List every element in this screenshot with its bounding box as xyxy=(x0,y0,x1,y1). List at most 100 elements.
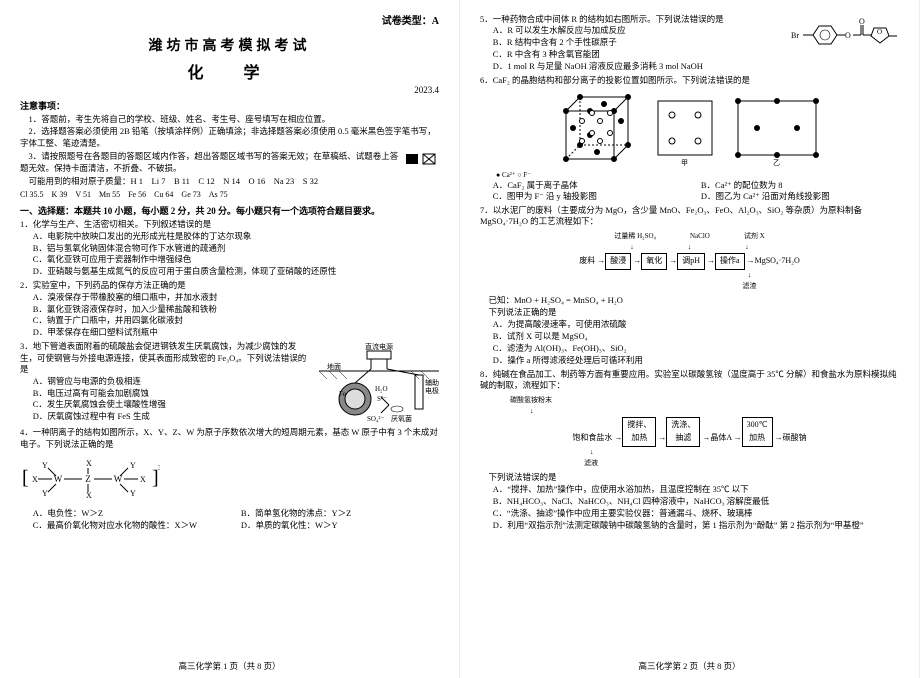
q2-opt: B．氯化亚铁溶液保存时，加入少量稀盐酸和铁粉 xyxy=(33,304,439,316)
q1-stem: 1．化学与生产、生活密切相关。下列叙述错误的是 xyxy=(20,219,439,230)
svg-text:X: X xyxy=(140,475,146,484)
svg-text:W: W xyxy=(114,474,123,484)
svg-text:Z: Z xyxy=(85,474,91,484)
page-footer: 高三化学第 1 页（共 8 页） xyxy=(0,660,459,672)
q6-opt: C．图甲为 F⁻ 沿 y 轴投影图 xyxy=(493,191,691,202)
q1-opt: B．铝与氢氧化钠固体混合物可作下水管道的疏通剂 xyxy=(33,243,439,255)
exam-title: 潍坊市高考模拟考试 xyxy=(20,35,439,55)
notice-head: 注意事项： xyxy=(20,99,439,112)
fig3-label: 直流电源 xyxy=(365,342,393,351)
q8-flow: 碳酸氢铵粉末 ↓ 饱和食盐水 →搅拌、 加热 →洗涤、 抽滤 →晶体A →300… xyxy=(480,395,899,469)
q8-opt: A．“搅拌、加热”操作中，应使用水浴加热，且温度控制在 35℃ 以下 xyxy=(493,484,899,496)
q1-opt: D．亚硝酸与氨基生成氮气的反应可用于蛋白质含量检测，体现了亚硝酸的还原性 xyxy=(33,266,439,278)
q6-opt: B．Ca²⁺ 的配位数为 8 xyxy=(701,180,899,191)
caption-yi: 乙 xyxy=(732,159,822,168)
q4-opt: D．单质的氧化性：W＞Y xyxy=(241,520,439,531)
q4-opt: A．电负性：W＞Z xyxy=(33,508,231,519)
q6-unitcell xyxy=(558,91,638,169)
q7-opt: B．试剂 X 可以是 MgSO₄ xyxy=(493,331,899,343)
svg-text:Y: Y xyxy=(42,461,48,470)
q8-opt: B．NH₄HCO₃、NaCl、NaHCO₃、NH₄Cl 四种溶液中，NaHCO₃… xyxy=(493,496,899,508)
q5: 5．一种药物合成中间体 R 的结构如右图所示。下列说法错误的是 A．R 可以发生… xyxy=(480,14,899,73)
q6-opt: A．CaF₂ 属于离子晶体 xyxy=(493,180,691,191)
svg-text:O: O xyxy=(877,28,882,36)
q6-legend: ● Ca²⁺ ○ F⁻ xyxy=(496,171,899,180)
page-footer: 高三化学第 2 页（共 8 页） xyxy=(460,660,919,672)
fig3-label: 厌氧菌 xyxy=(391,414,412,423)
svg-text:Y: Y xyxy=(130,489,136,498)
q3-opt: D．厌氧腐蚀过程中有 FeS 生成 xyxy=(33,411,313,423)
notice-line: 1．答题前，考生先将自己的学校、班级、姓名、考生号、座号填写在相应位置。 xyxy=(20,114,439,125)
q7: 7．以水泥厂的废料（主要成分为 MgO，含少量 MnO、Fe₂O₃、FeO、Al… xyxy=(480,205,899,367)
q8-opt: C．“洗涤、抽滤”操作中应用主要实验仪器：普通漏斗、烧杯、玻璃棒 xyxy=(493,508,899,520)
q1: 1．化学与生产、生活密切相关。下列叙述错误的是 A．电影院中放映口发出的光形成光… xyxy=(20,219,439,278)
fig3-label: Fe xyxy=(339,390,346,398)
svg-text:X: X xyxy=(86,491,92,500)
q3-opt: B．电压过高有可能会加剧腐蚀 xyxy=(33,388,313,400)
q8: 8．纯碱在食品加工、制药等方面有重要应用。实验室以碳酸氢铵（温度高于 35℃ 分… xyxy=(480,369,899,532)
q7-stem: 7．以水泥厂的废料（主要成分为 MgO，含少量 MnO、Fe₂O₃、FeO、Al… xyxy=(480,205,899,228)
q5-opt: B．R 结构中含有 2 个手性碳原子 xyxy=(493,37,783,49)
fig3-label: SO₄²⁻ xyxy=(367,415,384,423)
q3-opt: C．发生厌氧腐蚀会使土壤酸性增强 xyxy=(33,399,313,411)
q6-stem: 6．CaF₂ 的晶胞结构和部分离子的投影位置如图所示。下列说法错误的是 xyxy=(480,75,899,86)
q7-opt: C．滤渣为 Al(OH)₃、Fe(OH)₃、SiO₂ xyxy=(493,343,899,355)
fill-sample-icon xyxy=(405,150,439,168)
page-1: 试卷类型：A 潍坊市高考模拟考试 化 学 2023.4 注意事项： 1．答题前，… xyxy=(0,0,460,678)
q3-opt: A．钢管应与电源的负极相连 xyxy=(33,376,313,388)
q2-stem: 2．实验室中，下列药品的保存方法正确的是 xyxy=(20,280,439,291)
fig3-label: 电极 xyxy=(425,386,439,395)
q2: 2．实验室中，下列药品的保存方法正确的是 A．溴液保存于带橡胶塞的细口瓶中，并加… xyxy=(20,280,439,339)
q1-opt: A．电影院中放映口发出的光形成光柱是胶体的丁达尔现象 xyxy=(33,231,439,243)
q6-proj-jia xyxy=(652,97,718,159)
q2-opt: A．溴液保存于带橡胶塞的细口瓶中，并加水液封 xyxy=(33,292,439,304)
svg-text:[: [ xyxy=(22,467,29,489)
q7-known: 已知：MnO + H₂SO₄ = MnSO₄ + H₂O xyxy=(489,295,900,307)
svg-text:O: O xyxy=(845,31,851,40)
q3-stem: 3．地下管道表面附着的硫酸盐会促进钢铁发生厌氧腐蚀，为减少腐蚀的发生，可使钢管与… xyxy=(20,341,313,375)
svg-text:Br: Br xyxy=(791,31,799,40)
q4: 4．一种阴离子的结构如图所示，X、Y、Z、W 为原子序数依次增大的短周期元素，基… xyxy=(20,427,439,531)
q8-stem: 8．纯碱在食品加工、制药等方面有重要应用。实验室以碳酸氢铵（温度高于 35℃ 分… xyxy=(480,369,899,392)
svg-text:O: O xyxy=(859,17,865,26)
notice-line: 3．请按照题号在各题目的答题区域内作答，超出答题区域书写的答案无效；在草稿纸、试… xyxy=(20,151,399,174)
q7-opt: A．为提高酸浸速率，可使用浓硫酸 xyxy=(493,319,899,331)
notice-line: 2．选择题答案必须使用 2B 铅笔（按填涂样例）正确填涂；非选择题答案必须使用 … xyxy=(20,126,439,149)
subject-title: 化 学 xyxy=(20,59,439,83)
q4-opt: B．简单氢化物的沸点：Y＞Z xyxy=(241,508,439,519)
q7-sub: 下列说法正确的是 xyxy=(489,307,900,319)
q5-opt: C．R 中含有 3 种含氧官能团 xyxy=(493,49,783,61)
atomic-masses: Cl 35.5 K 39 V 51 Mn 55 Fe 56 Cu 64 Ge 7… xyxy=(20,190,439,200)
q4-opt: C．最高价氧化物对应水化物的酸性：X＞W xyxy=(33,520,231,531)
notice-line: 可能用到的相对原子质量：H 1 Li 7 B 11 C 12 N 14 O 16… xyxy=(20,176,439,187)
q6-opt: D．图乙为 Ca²⁺ 沿面对角线投影图 xyxy=(701,191,899,202)
q8-opt: D．利用“双指示剂”法测定碳酸钠中碳酸氢钠的含量时，第 1 指示剂为“酚酞” 第… xyxy=(493,520,899,532)
page-2: 5．一种药物合成中间体 R 的结构如右图所示。下列说法错误的是 A．R 可以发生… xyxy=(460,0,920,678)
q3: 3．地下管道表面附着的硫酸盐会促进钢铁发生厌氧腐蚀，为减少腐蚀的发生，可使钢管与… xyxy=(20,341,439,425)
caption-jia: 甲 xyxy=(652,159,718,168)
section1-head: 一、选择题：本题共 10 小题，每小题 2 分，共 20 分。每小题只有一个选项… xyxy=(20,204,439,217)
svg-text:Y: Y xyxy=(130,461,136,470)
svg-text:3-: 3- xyxy=(158,464,160,472)
svg-text:Y: Y xyxy=(42,489,48,498)
q4-stem: 4．一种阴离子的结构如图所示，X、Y、Z、W 为原子序数依次增大的短周期元素，基… xyxy=(20,427,439,450)
exam-date: 2023.4 xyxy=(20,85,439,95)
q1-opt: C．氧化亚铁可应用于瓷器制作中增强绿色 xyxy=(33,254,439,266)
q3-figure: 直流电源 地面 Fe 辅助 电 xyxy=(319,341,439,425)
q2-opt: C．钠置于广口瓶中，并用四氯化碳液封 xyxy=(33,315,439,327)
paper-type: 试卷类型：A xyxy=(20,12,439,27)
q5-molecule: Br O O O xyxy=(789,14,899,54)
q5-stem: 5．一种药物合成中间体 R 的结构如右图所示。下列说法错误的是 xyxy=(480,14,783,25)
q6: 6．CaF₂ 的晶胞结构和部分离子的投影位置如图所示。下列说法错误的是 xyxy=(480,75,899,203)
svg-text:X: X xyxy=(86,459,92,468)
q2-opt: D．甲苯保存在细口塑料试剂瓶中 xyxy=(33,327,439,339)
fig3-label: 地面 xyxy=(327,362,341,371)
q5-opt: D．1 mol R 与足量 NaOH 溶液反应最多消耗 3 mol NaOH xyxy=(493,61,783,73)
q6-proj-yi xyxy=(732,97,822,159)
q8-sub: 下列说法错误的是 xyxy=(489,472,900,484)
svg-text:X: X xyxy=(32,475,38,484)
q5-opt: A．R 可以发生水解反应与加成反应 xyxy=(493,25,783,37)
fig3-label: 辅助 xyxy=(425,378,439,387)
q4-figure: [ ] 3- Z W Y X Y W Y X Y X X xyxy=(20,454,439,504)
q7-flow: 过量稀 H₂SO₄NaClO试剂 X ↓↓↓ 废料 →酸浸 →氧化 →调pH →… xyxy=(480,231,899,293)
